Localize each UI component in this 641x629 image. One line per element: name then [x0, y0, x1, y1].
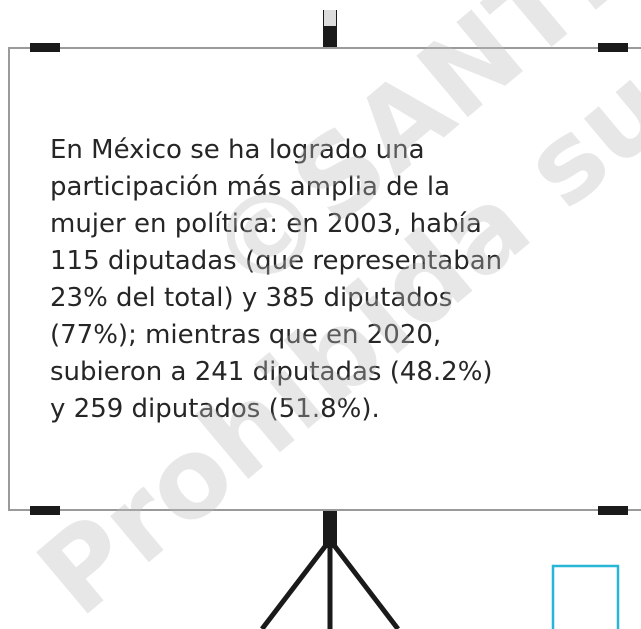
text-line: y 259 diputados (51.8%).: [50, 394, 380, 424]
text-line: En México se ha logrado una: [50, 135, 425, 165]
text-line: 23% del total) y 385 diputados: [50, 283, 452, 313]
clips: [30, 43, 628, 515]
answer-box: [551, 564, 620, 629]
tripod-head: [323, 508, 337, 548]
text-line: 115 diputadas (que representaban: [50, 246, 502, 276]
text-line: mujer en política: en 2003, había: [50, 209, 482, 239]
board: [8, 47, 641, 511]
text-line: (77%); mientras que en 2020,: [50, 320, 441, 350]
post-cap: [324, 10, 336, 26]
text-line: subieron a 241 diputadas (48.2%): [50, 357, 493, 387]
board-text: En México se ha logrado una participación…: [50, 135, 502, 424]
text-line: participación más amplia de la: [50, 172, 450, 202]
